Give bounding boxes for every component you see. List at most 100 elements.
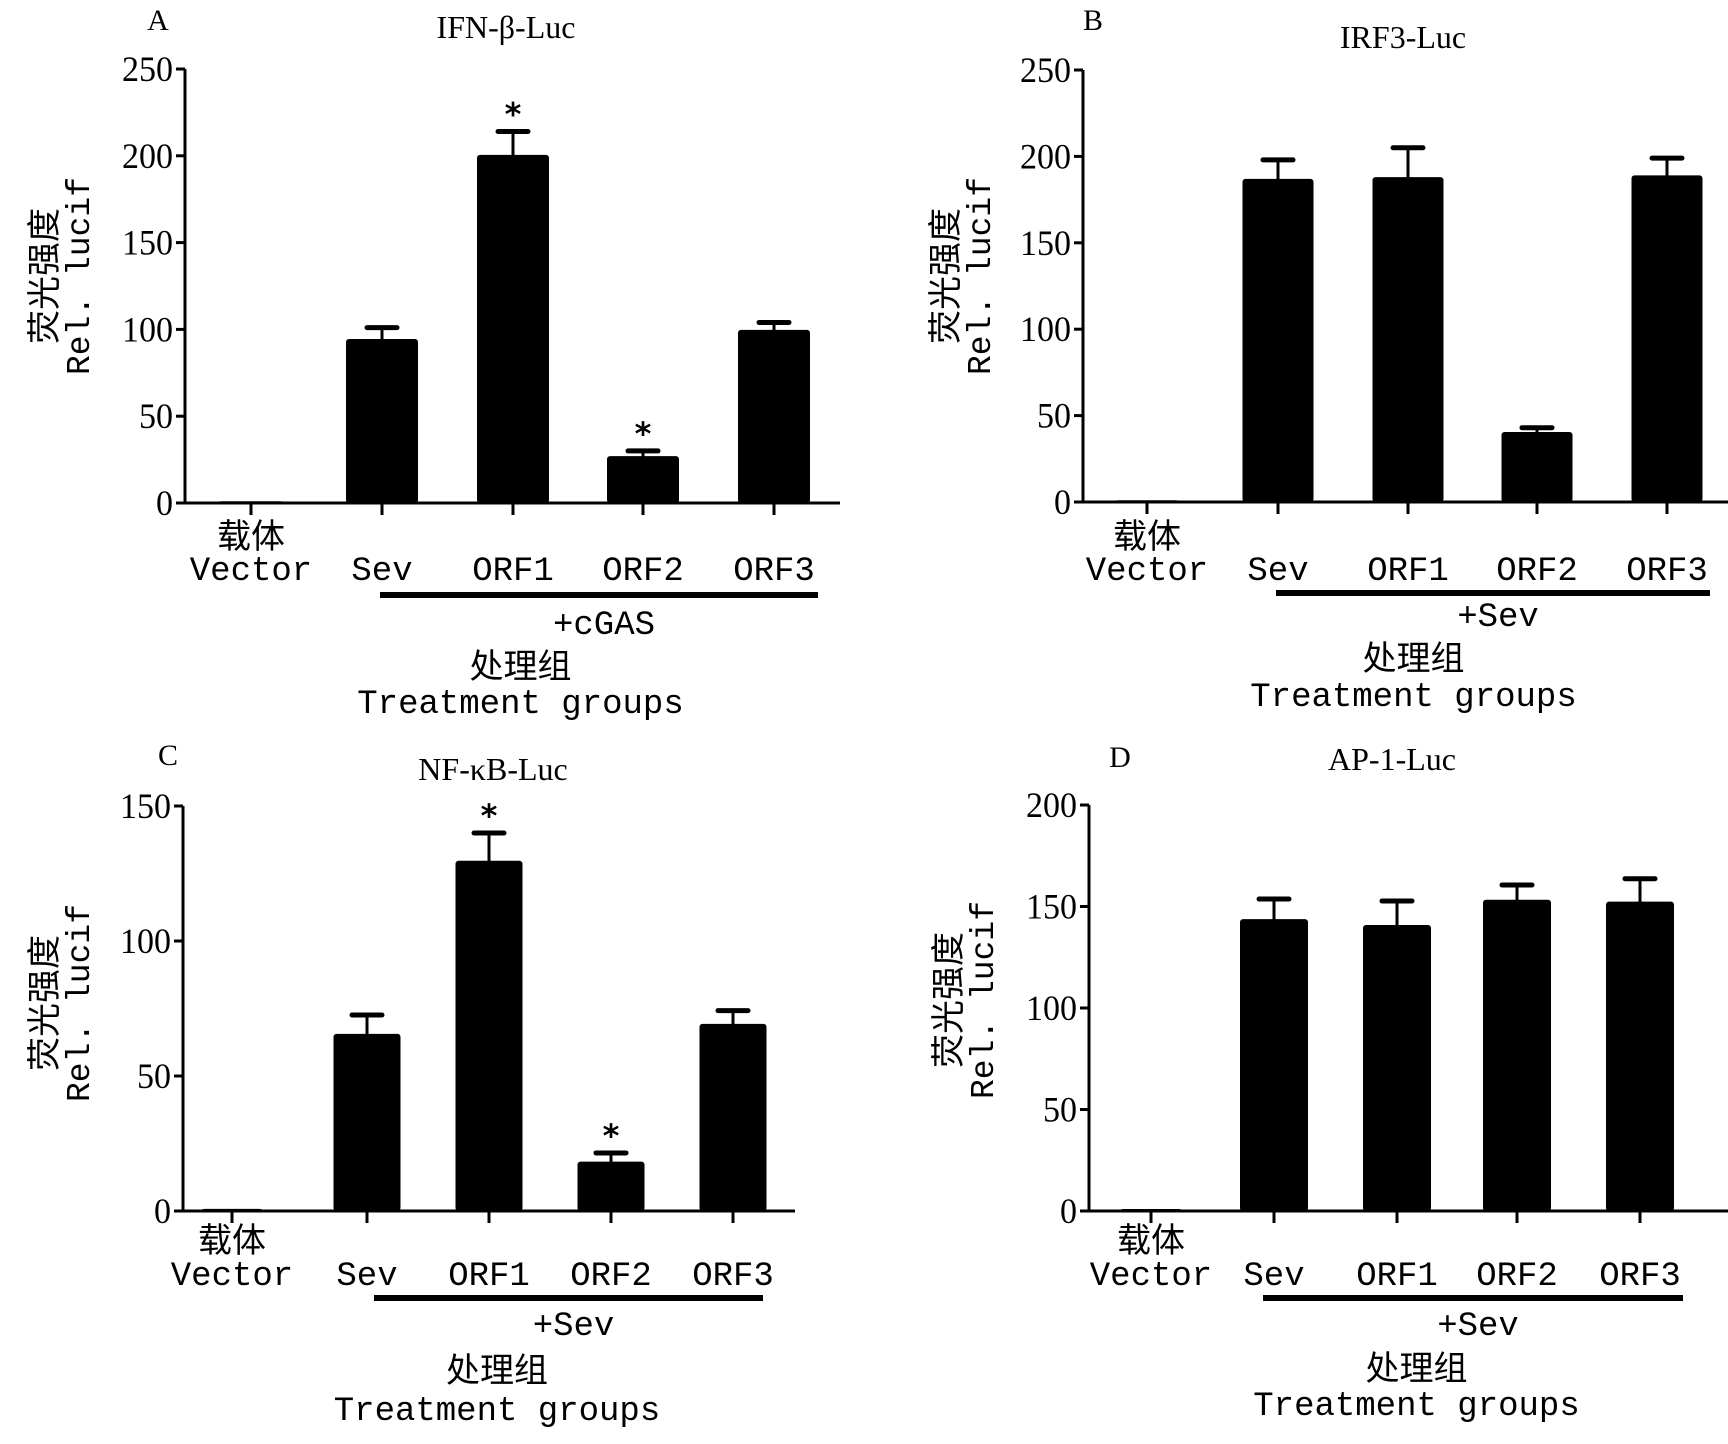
bar-orf2 (577, 1161, 645, 1211)
x-tick-label: Sev (336, 1258, 397, 1296)
y-tick-label: 150 (1026, 887, 1077, 927)
bar-vector (218, 501, 284, 504)
y-tick-label: 150 (1020, 223, 1071, 263)
bar-orf3 (738, 329, 810, 503)
bar-sev (1240, 919, 1308, 1211)
y-axis-label-en: Rel. lucif (62, 177, 99, 375)
bar-sev (333, 1033, 401, 1211)
y-tick-label: 250 (122, 49, 173, 89)
bar-vector (201, 1208, 263, 1211)
panel-letter: B (1083, 4, 1103, 37)
x-axis-label-cn: 处理组 (1363, 639, 1465, 679)
bar-orf1 (1372, 177, 1444, 503)
x-tick-label: ORF3 (1626, 553, 1708, 591)
significance-marker: * (603, 1117, 620, 1155)
y-tick-label: 50 (137, 1056, 171, 1096)
bar-sev (346, 338, 418, 503)
y-axis-label-cn: 荧光强度 (25, 935, 65, 1071)
chart-title: IRF3-Luc (1340, 19, 1466, 55)
y-tick-label: 50 (1037, 396, 1071, 436)
x-tick-label: ORF1 (472, 553, 554, 591)
y-tick-label: 150 (120, 786, 171, 826)
bar-orf2 (607, 456, 679, 503)
y-tick-label: 200 (122, 136, 173, 176)
x-tick-label: ORF3 (692, 1258, 774, 1296)
y-tick-label: 100 (1020, 309, 1071, 349)
group-bracket-label: +Sev (533, 1308, 615, 1346)
y-axis-label-en: Rel. lucif (963, 177, 1000, 375)
significance-marker: * (481, 797, 498, 835)
x-axis-label: Treatment groups (334, 1393, 660, 1431)
bar-orf1 (477, 154, 549, 503)
x-tick-label: ORF1 (448, 1258, 530, 1296)
y-tick-label: 50 (139, 396, 173, 436)
y-tick-label: 100 (1026, 988, 1077, 1028)
significance-marker: * (635, 415, 652, 453)
x-tick-label: Sev (1247, 553, 1308, 591)
chart-title: AP-1-Luc (1328, 741, 1456, 777)
bar-orf1 (455, 860, 523, 1211)
bar-orf3 (699, 1023, 767, 1211)
y-tick-label: 0 (156, 483, 173, 523)
x-tick-label: ORF2 (570, 1258, 652, 1296)
x-axis-label-cn: 处理组 (470, 647, 572, 687)
significance-marker: * (505, 95, 522, 133)
y-axis-label-en: Rel. lucif (62, 904, 99, 1102)
x-axis-label: Treatment groups (1253, 1388, 1579, 1426)
group-bracket-label: +Sev (1457, 599, 1539, 637)
y-tick-label: 0 (154, 1191, 171, 1231)
panel-letter: C (158, 739, 178, 772)
x-tick-label: ORF3 (733, 553, 815, 591)
bar-orf2 (1501, 432, 1573, 502)
x-tick-label: Sev (351, 553, 412, 591)
x-tick-label-cn: 载体 (1117, 1221, 1185, 1261)
y-axis-label-cn: 荧光强度 (25, 208, 65, 344)
y-axis-label-cn: 荧光强度 (929, 932, 969, 1068)
group-bracket-label: +Sev (1437, 1308, 1519, 1346)
y-tick-label: 150 (122, 223, 173, 263)
x-tick-label: Vector (190, 553, 312, 591)
x-axis-label-cn: 处理组 (1366, 1349, 1468, 1389)
x-tick-label-cn: 载体 (198, 1221, 266, 1261)
bar-orf3 (1606, 901, 1674, 1211)
panel-letter: A (147, 4, 169, 37)
x-tick-label: Vector (1086, 553, 1208, 591)
x-tick-label: ORF2 (602, 553, 684, 591)
y-axis-label-cn: 荧光强度 (926, 208, 966, 344)
x-tick-label: ORF2 (1496, 553, 1578, 591)
bar-orf1 (1363, 924, 1431, 1211)
y-axis-label-en: Rel. lucif (966, 901, 1003, 1099)
bar-vector (1115, 500, 1179, 503)
y-tick-label: 250 (1020, 50, 1071, 90)
bar-sev (1242, 178, 1314, 502)
x-tick-label-cn: 载体 (217, 517, 285, 557)
y-tick-label: 200 (1020, 136, 1071, 176)
x-tick-label: Vector (171, 1258, 293, 1296)
y-tick-label: 0 (1054, 482, 1071, 522)
bar-vector (1120, 1208, 1182, 1211)
y-tick-label: 100 (120, 921, 171, 961)
panel-letter: D (1109, 741, 1131, 774)
x-tick-label: ORF1 (1367, 553, 1449, 591)
y-tick-label: 200 (1026, 785, 1077, 825)
x-tick-label: ORF1 (1356, 1258, 1438, 1296)
bar-orf3 (1631, 175, 1703, 502)
y-tick-label: 0 (1060, 1191, 1077, 1231)
x-tick-label-cn: 载体 (1113, 517, 1181, 557)
x-tick-label: Vector (1090, 1258, 1212, 1296)
y-tick-label: 100 (122, 309, 173, 349)
x-tick-label: Sev (1243, 1258, 1304, 1296)
x-tick-label: ORF2 (1476, 1258, 1558, 1296)
x-axis-label: Treatment groups (357, 686, 683, 724)
bar-orf2 (1483, 899, 1551, 1211)
chart-title: NF-κB-Luc (418, 751, 567, 787)
x-axis-label-cn: 处理组 (446, 1351, 548, 1391)
